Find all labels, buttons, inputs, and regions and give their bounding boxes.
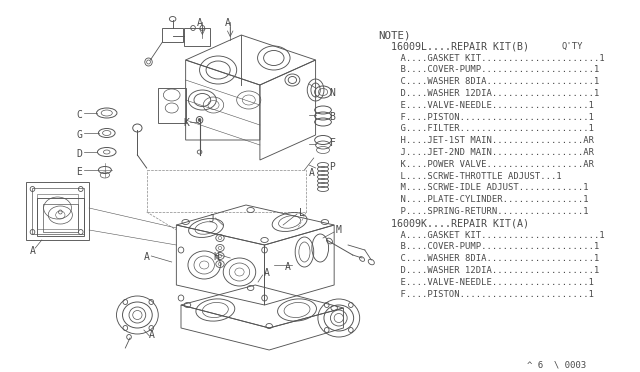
- Text: H....JET-1ST MAIN.................AR: H....JET-1ST MAIN.................AR: [379, 136, 594, 145]
- Text: ^ 6  \ 0003: ^ 6 \ 0003: [527, 360, 587, 369]
- Bar: [163, 28, 183, 42]
- Text: M: M: [336, 225, 342, 235]
- Text: N: N: [330, 88, 335, 98]
- Bar: [158, 88, 186, 123]
- Bar: [43, 204, 78, 232]
- Text: F....PISTON........................1: F....PISTON........................1: [379, 113, 594, 122]
- Text: B: B: [330, 112, 335, 122]
- Text: A....GASKET KIT......................1: A....GASKET KIT......................1: [379, 54, 604, 62]
- Text: E: E: [76, 167, 82, 177]
- Text: L: L: [299, 208, 305, 218]
- Text: D....WASHER 12DIA...................1: D....WASHER 12DIA...................1: [379, 266, 599, 275]
- Text: A: A: [225, 18, 230, 28]
- Text: A....GASKET KIT......................1: A....GASKET KIT......................1: [379, 231, 604, 240]
- Bar: [37, 198, 84, 236]
- Text: F....PISTON........................1: F....PISTON........................1: [379, 289, 594, 299]
- Text: C....WASHER 8DIA....................1: C....WASHER 8DIA....................1: [379, 77, 599, 86]
- Text: N....PLATE-CYLINDER...............1: N....PLATE-CYLINDER...............1: [379, 195, 588, 204]
- Text: A: A: [264, 268, 269, 278]
- Bar: [147, 170, 307, 212]
- Text: D....WASHER 12DIA...................1: D....WASHER 12DIA...................1: [379, 89, 599, 98]
- Text: F: F: [330, 138, 335, 148]
- Text: C....WASHER 8DIA....................1: C....WASHER 8DIA....................1: [379, 254, 599, 263]
- Text: H: H: [214, 252, 220, 262]
- Text: E....VALVE-NEEDLE..................1: E....VALVE-NEEDLE..................1: [379, 101, 594, 110]
- Text: P: P: [330, 162, 335, 172]
- Ellipse shape: [198, 119, 201, 122]
- Bar: [26, 182, 89, 240]
- Text: Q'TY: Q'TY: [561, 42, 583, 51]
- Text: A: A: [196, 18, 202, 28]
- Text: D: D: [76, 149, 82, 159]
- Text: J: J: [209, 214, 215, 224]
- Text: A: A: [285, 262, 291, 272]
- Text: 16009L....REPAIR KIT(B): 16009L....REPAIR KIT(B): [379, 42, 529, 52]
- Text: A: A: [144, 252, 150, 262]
- Text: J....JET-2ND MAIN.................AR: J....JET-2ND MAIN.................AR: [379, 148, 594, 157]
- Bar: [184, 28, 210, 46]
- Text: NOTE): NOTE): [379, 30, 412, 40]
- Text: C: C: [76, 110, 82, 120]
- Text: E....VALVE-NEEDLE..................1: E....VALVE-NEEDLE..................1: [379, 278, 594, 287]
- Text: 16009K....REPAIR KIT(A): 16009K....REPAIR KIT(A): [379, 219, 529, 229]
- Text: A: A: [29, 246, 36, 256]
- Text: A: A: [309, 168, 315, 178]
- Text: B....COVER-PUMP.....................1: B....COVER-PUMP.....................1: [379, 243, 599, 251]
- Text: P....SPRING-RETURN................1: P....SPRING-RETURN................1: [379, 207, 588, 216]
- Text: K: K: [184, 118, 189, 128]
- Text: L....SCRWE-THROTTLE ADJUST...1: L....SCRWE-THROTTLE ADJUST...1: [379, 171, 561, 180]
- Text: K....POWER VALVE..................AR: K....POWER VALVE..................AR: [379, 160, 594, 169]
- Text: B....COVER-PUMP.....................1: B....COVER-PUMP.....................1: [379, 65, 599, 74]
- Text: A: A: [148, 330, 154, 340]
- Bar: [37, 194, 78, 229]
- Bar: [31, 188, 84, 234]
- Text: M....SCRWE-IDLE ADJUST............1: M....SCRWE-IDLE ADJUST............1: [379, 183, 588, 192]
- Text: G: G: [76, 130, 82, 140]
- Text: G....FILTER........................1: G....FILTER........................1: [379, 124, 594, 134]
